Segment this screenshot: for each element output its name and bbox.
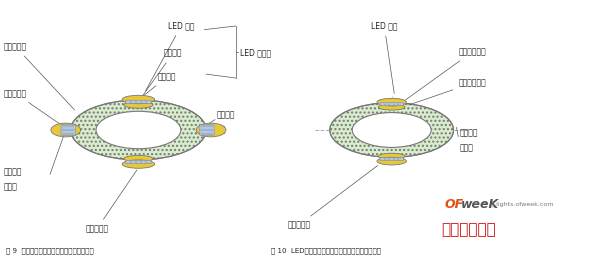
FancyBboxPatch shape (380, 158, 403, 160)
FancyBboxPatch shape (61, 125, 75, 135)
Ellipse shape (377, 98, 406, 106)
Text: 平面: 平面 (217, 126, 226, 134)
Ellipse shape (122, 160, 154, 168)
Ellipse shape (377, 157, 406, 165)
Text: 半导体照明网: 半导体照明网 (442, 223, 497, 238)
FancyBboxPatch shape (125, 100, 151, 103)
Ellipse shape (71, 100, 206, 160)
Text: 透明固定胶: 透明固定胶 (4, 42, 75, 110)
Text: 第一发光粉层: 第一发光粉层 (409, 79, 486, 105)
Text: 陶瓷管上: 陶瓷管上 (459, 128, 478, 137)
Text: | lights.ofweek.com: | lights.ofweek.com (492, 201, 553, 207)
Text: OF: OF (445, 198, 464, 211)
Ellipse shape (51, 123, 81, 137)
Text: 图 10  LED芯片直接固定在陶瓷管外表面上的示意图: 图 10 LED芯片直接固定在陶瓷管外表面上的示意图 (271, 248, 381, 254)
Text: 第二发光粉层: 第二发光粉层 (406, 48, 486, 100)
Text: 透明陶瓷管: 透明陶瓷管 (287, 165, 378, 229)
Text: LED 芯片: LED 芯片 (371, 22, 398, 93)
Ellipse shape (96, 111, 181, 149)
Text: 透明盖板: 透明盖板 (140, 72, 176, 99)
FancyBboxPatch shape (200, 125, 214, 135)
Ellipse shape (378, 104, 405, 110)
FancyBboxPatch shape (125, 160, 151, 163)
Text: 透明陶瓷管: 透明陶瓷管 (85, 170, 137, 233)
Text: 连接线: 连接线 (4, 183, 18, 192)
Ellipse shape (124, 155, 153, 162)
Text: 图 9  荧光条粘贴在陶瓷管外表面上的示意图: 图 9 荧光条粘贴在陶瓷管外表面上的示意图 (6, 248, 94, 254)
FancyBboxPatch shape (380, 103, 403, 106)
Ellipse shape (378, 153, 405, 159)
Text: LED 芯片: LED 芯片 (145, 22, 194, 91)
Ellipse shape (124, 102, 153, 108)
Text: weeK: weeK (461, 198, 499, 211)
Text: 的平面: 的平面 (459, 144, 474, 153)
Ellipse shape (352, 113, 431, 147)
Text: 陶瓷管上: 陶瓷管上 (217, 110, 235, 119)
Text: LED 荧光条: LED 荧光条 (240, 49, 272, 58)
Ellipse shape (330, 103, 454, 157)
Text: 荧光粉层: 荧光粉层 (143, 49, 182, 95)
Ellipse shape (122, 95, 154, 104)
Ellipse shape (196, 123, 226, 137)
Text: 透明陶瓷管: 透明陶瓷管 (4, 89, 62, 126)
Text: 芯片之间: 芯片之间 (4, 167, 22, 176)
